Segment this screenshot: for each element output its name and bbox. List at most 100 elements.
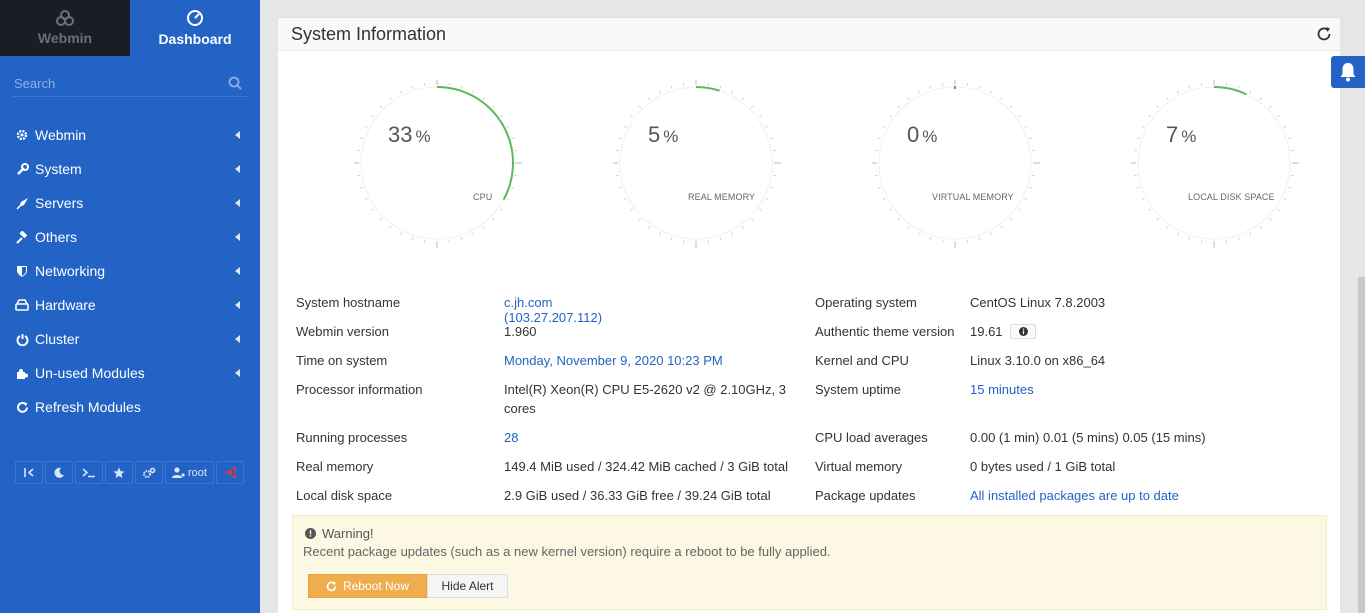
gauge-value: 5% — [648, 122, 679, 147]
gauge-tick — [491, 217, 495, 221]
gauge-tick — [471, 232, 475, 236]
gauge-tick — [929, 85, 932, 89]
gauge-tick — [638, 105, 642, 109]
logout-icon — [224, 467, 236, 478]
gauge-tick — [511, 137, 515, 140]
reboot-now-button[interactable]: Reboot Now — [308, 574, 427, 598]
gauge-tick — [897, 105, 901, 109]
gauge-tick — [882, 125, 886, 129]
package-updates-link[interactable]: All installed packages are up to date — [970, 488, 1179, 503]
gauge-tick — [1259, 97, 1263, 101]
gauge-tick — [897, 217, 901, 221]
gauge-tick — [364, 197, 368, 201]
theme-settings-button[interactable] — [135, 461, 163, 484]
gauge-cpu: 33% CPU — [354, 80, 554, 280]
sidebar-item-others[interactable]: Others — [0, 220, 260, 254]
info-value-continued: cores — [504, 401, 536, 416]
gauge-tick — [906, 225, 910, 229]
gauge-tick — [359, 137, 363, 140]
gauge-tick — [1136, 186, 1140, 189]
sidebar-item-servers[interactable]: Servers — [0, 186, 260, 220]
gauge-tick — [730, 232, 734, 236]
user-cog-icon — [172, 467, 185, 478]
sidebar-item-unused-modules[interactable]: Un-used Modules — [0, 356, 260, 390]
info-label: System uptime — [815, 382, 901, 397]
gauge-value: 0% — [907, 122, 938, 147]
sidebar-item-refresh-modules[interactable]: Refresh Modules — [0, 390, 260, 424]
gauge-tick — [1165, 225, 1169, 229]
gauge-value: 7% — [1166, 122, 1197, 147]
gauge-tick — [1156, 105, 1160, 109]
bell-icon — [1340, 63, 1356, 82]
refresh-icon[interactable] — [1316, 26, 1332, 42]
gauge-tick — [929, 237, 932, 241]
webmin-switch-tab[interactable]: Webmin — [0, 0, 130, 56]
night-mode-button[interactable] — [45, 461, 73, 484]
sidebar-item-cluster[interactable]: Cluster — [0, 322, 260, 356]
notifications-button[interactable] — [1331, 56, 1365, 88]
gauge-tick — [741, 97, 745, 101]
gauge-tick — [506, 125, 510, 129]
gauge-tick — [618, 186, 622, 189]
gauge-tick — [1136, 137, 1140, 140]
hide-alert-button[interactable]: Hide Alert — [427, 574, 508, 598]
gauge-tick — [741, 225, 745, 229]
gauge-tick — [1148, 208, 1152, 212]
hostname-link[interactable]: c.jh.com (103.27.207.112) — [504, 295, 603, 325]
sidebar-item-hardware[interactable]: Hardware — [0, 288, 260, 322]
gauge-tick — [630, 208, 634, 212]
user-button[interactable]: root — [165, 461, 214, 484]
theme-info-button[interactable] — [1010, 324, 1036, 339]
gauge-tick — [1024, 197, 1028, 201]
sidebar-item-label: Refresh Modules — [35, 399, 141, 415]
gauge-tick — [730, 90, 734, 94]
sidebar-item-networking[interactable]: Networking — [0, 254, 260, 288]
rocket-icon — [15, 196, 29, 210]
gauge-tick — [758, 114, 762, 118]
system-time-link[interactable]: Monday, November 9, 2020 10:23 PM — [504, 353, 723, 368]
sidebar-item-system[interactable]: System — [0, 152, 260, 186]
system-information-panel: System Information 33% CPU 5% REAL MEMOR… — [277, 17, 1341, 613]
gauge-track — [619, 86, 773, 240]
sidebar-item-webmin[interactable]: Webmin — [0, 118, 260, 152]
logout-button[interactable] — [215, 461, 244, 484]
gauge-tick — [371, 208, 375, 212]
gauge-track — [878, 86, 1032, 240]
gauge-tick — [1188, 85, 1191, 89]
collapse-sidebar-button[interactable] — [15, 461, 43, 484]
search-icon[interactable] — [228, 76, 242, 90]
running-processes-link[interactable]: 28 — [504, 430, 519, 445]
warning-title-text: Warning! — [322, 526, 374, 541]
gauge-tick — [647, 97, 651, 101]
gauge-tick — [1176, 90, 1180, 94]
gauge-tick — [750, 217, 754, 221]
dashboard-switch-tab[interactable]: Dashboard — [130, 0, 260, 56]
sidebar: Webmin Dashboard Webmin — [0, 0, 260, 613]
gauge-tick — [638, 217, 642, 221]
caret-left-icon — [235, 165, 240, 173]
info-value: 149.4 MiB used / 324.42 MiB cached / 3 G… — [504, 459, 788, 474]
gauge-tick — [670, 85, 673, 89]
gauge-local-disk-space: 7% LOCAL DISK SPACE — [1131, 80, 1331, 280]
gauge-tick — [758, 208, 762, 212]
gauge-tick — [719, 237, 722, 241]
gauge-value: 33% — [388, 122, 431, 147]
sidebar-menu: Webmin System Servers Others — [0, 118, 260, 424]
dashboard-switch-label: Dashboard — [158, 31, 232, 47]
info-value: 1.960 — [504, 324, 537, 339]
user-name-label: root — [188, 466, 207, 479]
favorites-button[interactable] — [105, 461, 133, 484]
sidebar-item-label: Cluster — [35, 331, 80, 347]
terminal-button[interactable] — [75, 461, 103, 484]
caret-left-icon — [235, 267, 240, 275]
caret-left-icon — [235, 335, 240, 343]
wrench-icon — [15, 162, 29, 176]
page-scrollbar[interactable] — [1358, 277, 1365, 613]
caret-left-icon — [235, 233, 240, 241]
gauge-tick — [623, 125, 627, 129]
gauge-virtual-memory: 0% VIRTUAL MEMORY — [872, 80, 1072, 280]
gauge-tick — [658, 90, 662, 94]
search-input[interactable] — [12, 71, 248, 95]
uptime-link[interactable]: 15 minutes — [970, 382, 1034, 397]
gauge-tick — [1188, 237, 1191, 241]
